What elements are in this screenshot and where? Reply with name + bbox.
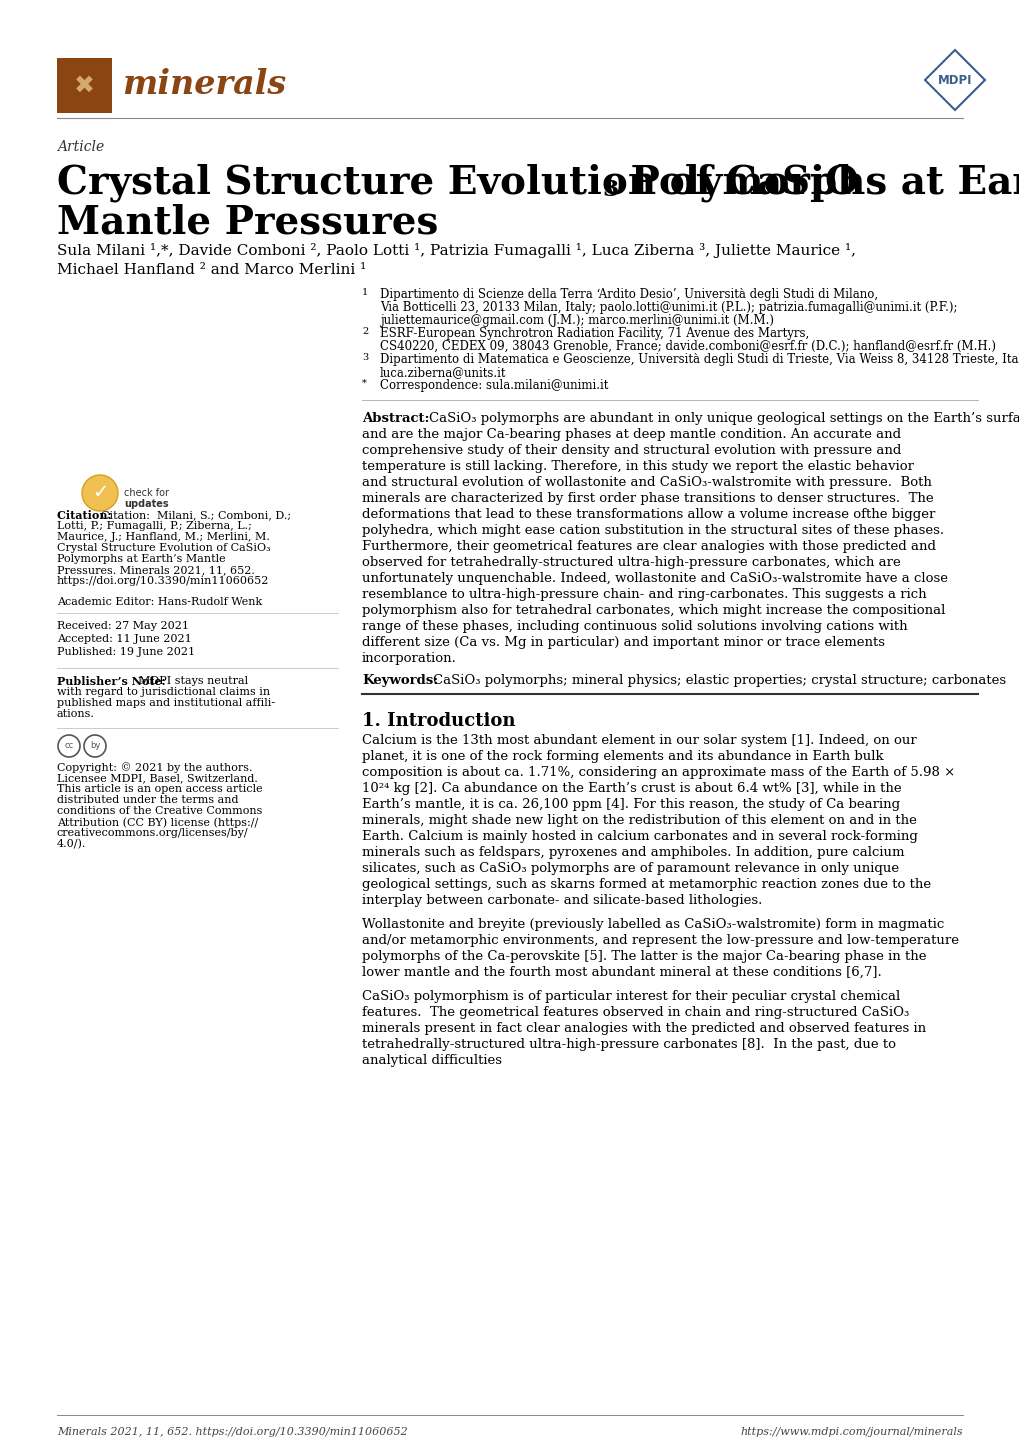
Text: Keywords:: Keywords: — [362, 673, 438, 686]
Text: CS40220, CEDEX 09, 38043 Grenoble, France; davide.comboni@esrf.fr (D.C.); hanfla: CS40220, CEDEX 09, 38043 Grenoble, Franc… — [380, 340, 995, 353]
Text: silicates, such as CaSiO₃ polymorphs are of paramount relevance in only unique: silicates, such as CaSiO₃ polymorphs are… — [362, 862, 898, 875]
Text: polymorphism also for tetrahedral carbonates, which might increase the compositi: polymorphism also for tetrahedral carbon… — [362, 604, 945, 617]
Text: 2: 2 — [362, 327, 368, 336]
Text: planet, it is one of the rock forming elements and its abundance in Earth bulk: planet, it is one of the rock forming el… — [362, 750, 882, 763]
Text: by: by — [90, 741, 100, 750]
Text: Citation:  Milani, S.; Comboni, D.;: Citation: Milani, S.; Comboni, D.; — [101, 510, 290, 521]
Text: Polymorphs at Earth’s: Polymorphs at Earth’s — [616, 163, 1019, 202]
Circle shape — [82, 474, 118, 510]
Text: cc: cc — [64, 741, 73, 750]
Text: different size (Ca vs. Mg in particular) and important minor or trace elements: different size (Ca vs. Mg in particular)… — [362, 636, 884, 649]
Text: minerals such as feldspars, pyroxenes and amphiboles. In addition, pure calcium: minerals such as feldspars, pyroxenes an… — [362, 846, 904, 859]
Text: Correspondence: sula.milani@unimi.it: Correspondence: sula.milani@unimi.it — [380, 379, 607, 392]
Text: Dipartimento di Scienze della Terra ‘Ardito Desio’, Università degli Studi di Mi: Dipartimento di Scienze della Terra ‘Ard… — [380, 288, 877, 301]
Text: 3: 3 — [362, 353, 368, 362]
Text: creativecommons.org/licenses/by/: creativecommons.org/licenses/by/ — [57, 828, 249, 838]
Text: and structural evolution of wollastonite and CaSiO₃-walstromite with pressure.  : and structural evolution of wollastonite… — [362, 476, 931, 489]
Text: Publisher’s Note:: Publisher’s Note: — [57, 676, 165, 686]
Text: 10²⁴ kg [2]. Ca abundance on the Earth’s crust is about 6.4 wt% [3], while in th: 10²⁴ kg [2]. Ca abundance on the Earth’s… — [362, 782, 901, 795]
Text: lower mantle and the fourth most abundant mineral at these conditions [6,7].: lower mantle and the fourth most abundan… — [362, 966, 880, 979]
Text: check for: check for — [124, 487, 169, 497]
Text: Citation:: Citation: — [57, 510, 115, 521]
Text: features.  The geometrical features observed in chain and ring-structured CaSiO₃: features. The geometrical features obser… — [362, 1007, 908, 1019]
Text: minerals: minerals — [122, 69, 286, 101]
Text: Crystal Structure Evolution of CaSiO₃: Crystal Structure Evolution of CaSiO₃ — [57, 544, 270, 552]
Text: analytical difficulties: analytical difficulties — [362, 1054, 501, 1067]
Text: Lotti, P.; Fumagalli, P.; Ziberna, L.;: Lotti, P.; Fumagalli, P.; Ziberna, L.; — [57, 521, 252, 531]
Text: 1. Introduction: 1. Introduction — [362, 712, 515, 730]
Text: range of these phases, including continuous solid solutions involving cations wi: range of these phases, including continu… — [362, 620, 907, 633]
Text: 4.0/).: 4.0/). — [57, 839, 87, 849]
Text: Academic Editor: Hans-Rudolf Wenk: Academic Editor: Hans-Rudolf Wenk — [57, 597, 262, 607]
Text: juliettemaurice@gmail.com (J.M.); marco.merlini@unimi.it (M.M.): juliettemaurice@gmail.com (J.M.); marco.… — [380, 314, 773, 327]
Text: Polymorphs at Earth’s Mantle: Polymorphs at Earth’s Mantle — [57, 554, 225, 564]
Text: minerals present in fact clear analogies with the predicted and observed feature: minerals present in fact clear analogies… — [362, 1022, 925, 1035]
Text: Accepted: 11 June 2021: Accepted: 11 June 2021 — [57, 634, 192, 645]
Text: updates: updates — [124, 499, 168, 509]
Text: 1: 1 — [362, 288, 368, 297]
Text: polyhedra, which might ease cation substitution in the structural sites of these: polyhedra, which might ease cation subst… — [362, 523, 944, 536]
Text: CaSiO₃ polymorphs are abundant in only unique geological settings on the Earth’s: CaSiO₃ polymorphs are abundant in only u… — [429, 412, 1019, 425]
Text: conditions of the Creative Commons: conditions of the Creative Commons — [57, 806, 262, 816]
Text: ✓: ✓ — [92, 483, 108, 502]
Text: Minerals 2021, 11, 652. https://doi.org/10.3390/min11060652: Minerals 2021, 11, 652. https://doi.org/… — [57, 1428, 408, 1438]
Text: Crystal Structure Evolution of CaSiO: Crystal Structure Evolution of CaSiO — [57, 163, 858, 202]
Text: composition is about ca. 1.71%, considering an approximate mass of the Earth of : composition is about ca. 1.71%, consider… — [362, 766, 955, 779]
Text: Maurice, J.; Hanfland, M.; Merlini, M.: Maurice, J.; Hanfland, M.; Merlini, M. — [57, 532, 270, 542]
Text: Published: 19 June 2021: Published: 19 June 2021 — [57, 647, 195, 658]
Text: interplay between carbonate- and silicate-based lithologies.: interplay between carbonate- and silicat… — [362, 894, 761, 907]
Text: Wollastonite and breyite (previously labelled as CaSiO₃-walstromite) form in mag: Wollastonite and breyite (previously lab… — [362, 919, 944, 932]
Text: Licensee MDPI, Basel, Switzerland.: Licensee MDPI, Basel, Switzerland. — [57, 773, 258, 783]
Text: Pressures. Minerals 2021, 11, 652.: Pressures. Minerals 2021, 11, 652. — [57, 565, 255, 575]
Text: Calcium is the 13th most abundant element in our solar system [1]. Indeed, on ou: Calcium is the 13th most abundant elemen… — [362, 734, 916, 747]
Text: observed for tetrahedrally-structured ultra-high-pressure carbonates, which are: observed for tetrahedrally-structured ul… — [362, 557, 900, 570]
Text: Via Botticelli 23, 20133 Milan, Italy; paolo.lotti@unimi.it (P.L.); patrizia.fum: Via Botticelli 23, 20133 Milan, Italy; p… — [380, 301, 957, 314]
Text: published maps and institutional affili-: published maps and institutional affili- — [57, 698, 275, 708]
Text: distributed under the terms and: distributed under the terms and — [57, 795, 238, 805]
Text: https://www.mdpi.com/journal/minerals: https://www.mdpi.com/journal/minerals — [740, 1428, 962, 1438]
Text: geological settings, such as skarns formed at metamorphic reaction zones due to : geological settings, such as skarns form… — [362, 878, 930, 891]
Text: Abstract:: Abstract: — [362, 412, 429, 425]
Text: CaSiO₃ polymorphs; mineral physics; elastic properties; crystal structure; carbo: CaSiO₃ polymorphs; mineral physics; elas… — [433, 673, 1005, 686]
Text: Michael Hanfland ² and Marco Merlini ¹: Michael Hanfland ² and Marco Merlini ¹ — [57, 262, 366, 277]
Text: Dipartimento di Matematica e Geoscienze, Università degli Studi di Trieste, Via : Dipartimento di Matematica e Geoscienze,… — [380, 353, 1019, 366]
Text: ✖: ✖ — [74, 74, 95, 98]
Text: CaSiO₃ polymorphism is of particular interest for their peculiar crystal chemica: CaSiO₃ polymorphism is of particular int… — [362, 991, 900, 1004]
Text: and/or metamorphic environments, and represent the low-pressure and low-temperat: and/or metamorphic environments, and rep… — [362, 934, 958, 947]
Text: Furthermore, their geometrical features are clear analogies with those predicted: Furthermore, their geometrical features … — [362, 539, 935, 552]
Text: MDPI: MDPI — [936, 74, 971, 87]
Text: *: * — [362, 379, 367, 388]
Text: minerals are characterized by first order phase transitions to denser structures: minerals are characterized by first orde… — [362, 492, 932, 505]
Text: Received: 27 May 2021: Received: 27 May 2021 — [57, 622, 189, 632]
Text: This article is an open access article: This article is an open access article — [57, 784, 262, 795]
Text: luca.ziberna@units.it: luca.ziberna@units.it — [380, 366, 506, 379]
Text: Earth. Calcium is mainly hosted in calcium carbonates and in several rock-formin: Earth. Calcium is mainly hosted in calci… — [362, 831, 917, 844]
Text: ations.: ations. — [57, 709, 95, 720]
Text: Earth’s mantle, it is ca. 26,100 ppm [4]. For this reason, the study of Ca beari: Earth’s mantle, it is ca. 26,100 ppm [4]… — [362, 797, 899, 810]
Text: Copyright: © 2021 by the authors.: Copyright: © 2021 by the authors. — [57, 761, 253, 773]
Text: comprehensive study of their density and structural evolution with pressure and: comprehensive study of their density and… — [362, 444, 901, 457]
Text: deformations that lead to these transformations allow a volume increase ofthe bi: deformations that lead to these transfor… — [362, 508, 934, 521]
Text: polymorphs of the Ca-perovskite [5]. The latter is the major Ca-bearing phase in: polymorphs of the Ca-perovskite [5]. The… — [362, 950, 925, 963]
Text: and are the major Ca-bearing phases at deep mantle condition. An accurate and: and are the major Ca-bearing phases at d… — [362, 428, 900, 441]
Text: temperature is still lacking. Therefore, in this study we report the elastic beh: temperature is still lacking. Therefore,… — [362, 460, 913, 473]
Text: Article: Article — [57, 140, 104, 154]
Text: Attribution (CC BY) license (https://: Attribution (CC BY) license (https:// — [57, 818, 258, 828]
Text: MDPI stays neutral: MDPI stays neutral — [139, 676, 248, 686]
Text: with regard to jurisdictional claims in: with regard to jurisdictional claims in — [57, 686, 270, 696]
Text: minerals, might shade new light on the redistribution of this element on and in : minerals, might shade new light on the r… — [362, 813, 916, 828]
Text: Sula Milani ¹,*, Davide Comboni ², Paolo Lotti ¹, Patrizia Fumagalli ¹, Luca Zib: Sula Milani ¹,*, Davide Comboni ², Paolo… — [57, 244, 855, 258]
Text: 3: 3 — [601, 179, 618, 200]
Text: tetrahedrally-structured ultra-high-pressure carbonates [8].  In the past, due t: tetrahedrally-structured ultra-high-pres… — [362, 1038, 895, 1051]
Text: ESRF-European Synchrotron Radiation Facility, 71 Avenue des Martyrs,: ESRF-European Synchrotron Radiation Faci… — [380, 327, 808, 340]
Text: https://doi.org/10.3390/min11060652: https://doi.org/10.3390/min11060652 — [57, 575, 269, 585]
Text: resemblance to ultra-high-pressure chain- and ring-carbonates. This suggests a r: resemblance to ultra-high-pressure chain… — [362, 588, 925, 601]
Text: unfortunately unquenchable. Indeed, wollastonite and CaSiO₃-walstromite have a c: unfortunately unquenchable. Indeed, woll… — [362, 572, 947, 585]
Text: incorporation.: incorporation. — [362, 652, 457, 665]
Text: Mantle Pressures: Mantle Pressures — [57, 203, 438, 241]
Bar — [57, 58, 112, 112]
